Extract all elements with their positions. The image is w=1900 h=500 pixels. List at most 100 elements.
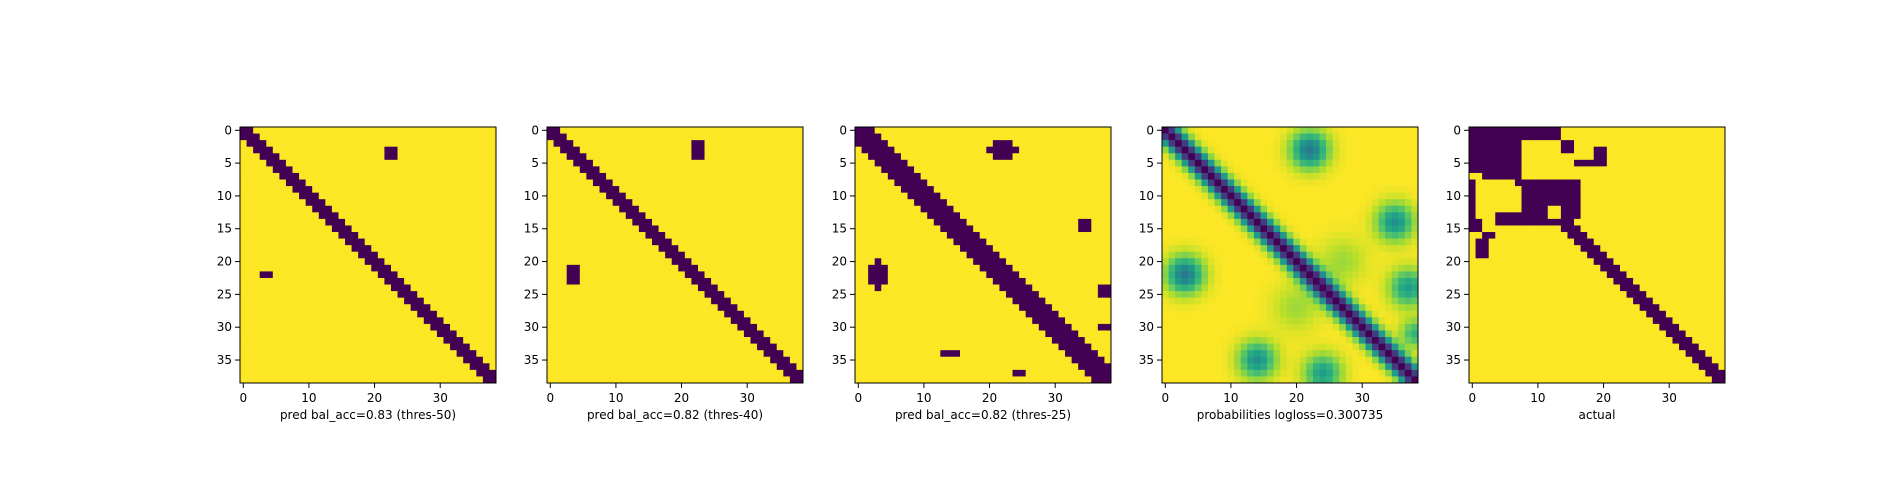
heatmap-cell <box>776 291 784 299</box>
heatmap-cell <box>684 133 692 141</box>
heatmap-cell <box>566 330 574 338</box>
heatmap-cell <box>325 363 333 371</box>
heatmap-cell <box>476 232 484 239</box>
heatmap-cell <box>285 153 293 161</box>
heatmap-cell <box>410 186 418 193</box>
heatmap-cell <box>351 330 359 338</box>
heatmap-cell <box>691 343 699 351</box>
heatmap-cell <box>331 337 339 344</box>
heatmap-cell <box>1253 166 1261 174</box>
heatmap-cell <box>711 363 719 371</box>
heatmap-cell <box>476 277 484 285</box>
heatmap-cell <box>887 251 895 259</box>
heatmap-cell <box>1065 186 1072 193</box>
heatmap-cell <box>999 291 1007 299</box>
heatmap-cell <box>619 323 627 331</box>
heatmap-cell <box>279 277 287 285</box>
heatmap-cell <box>691 172 699 180</box>
heatmap-cell <box>900 192 908 200</box>
heatmap-cell <box>619 277 627 285</box>
heatmap-cell <box>1045 317 1053 325</box>
heatmap-cell <box>776 179 784 187</box>
heatmap-cell <box>1175 153 1183 161</box>
heatmap-cell <box>469 277 477 285</box>
heatmap-cell <box>1097 330 1105 338</box>
heatmap-cell <box>253 356 261 364</box>
heatmap-cell <box>717 343 725 351</box>
heatmap-cell <box>789 304 797 312</box>
heatmap-cell <box>272 297 280 305</box>
heatmap-cell <box>973 127 981 134</box>
heatmap-cell <box>240 323 247 331</box>
heatmap-cell <box>953 238 961 246</box>
heatmap-cell <box>436 172 444 180</box>
heatmap-cell <box>338 258 346 266</box>
heatmap-cell <box>743 284 751 292</box>
heatmap-cell <box>579 179 587 187</box>
heatmap-cell <box>861 264 869 272</box>
heatmap-cell <box>953 310 961 318</box>
y-tick-label: 25 <box>832 287 847 301</box>
heatmap-cell <box>573 179 581 187</box>
heatmap-cell <box>266 284 274 292</box>
heatmap-cell <box>1058 297 1066 305</box>
heatmap-cell <box>658 218 666 226</box>
heatmap-cell <box>992 323 1000 331</box>
heatmap-cell <box>1253 133 1261 141</box>
heatmap-cell <box>279 251 287 259</box>
heatmap-cell <box>1097 205 1105 213</box>
heatmap-cell <box>566 133 574 141</box>
heatmap-cell <box>482 186 490 193</box>
heatmap-cell <box>1005 356 1013 364</box>
heatmap-cell <box>861 350 869 358</box>
heatmap-cell <box>940 317 948 325</box>
heatmap-cell <box>1097 363 1105 371</box>
heatmap-cell <box>730 330 738 338</box>
heatmap-cell <box>423 291 431 299</box>
heatmap-cell <box>1372 153 1379 161</box>
heatmap-cell <box>796 337 804 344</box>
heatmap-cell <box>371 291 379 299</box>
heatmap-cell <box>410 199 418 207</box>
heatmap-cell <box>338 297 346 305</box>
heatmap-cell <box>547 127 554 134</box>
heatmap-cell <box>946 271 954 279</box>
heatmap-cell <box>489 291 497 299</box>
heatmap-cell <box>423 310 431 318</box>
heatmap-cell <box>979 192 987 200</box>
heatmap-cell <box>1339 166 1347 174</box>
heatmap-cell <box>960 251 967 259</box>
heatmap-cell <box>1078 258 1086 266</box>
heatmap-cell <box>658 376 666 384</box>
heatmap-cell <box>266 291 274 299</box>
heatmap-cell <box>266 245 274 253</box>
heatmap-cell <box>331 291 339 299</box>
heatmap-cell <box>632 323 640 331</box>
heatmap-cell <box>783 271 791 279</box>
heatmap-cell <box>1104 146 1112 154</box>
heatmap-cell <box>724 376 732 384</box>
heatmap-cell <box>1175 159 1183 167</box>
heatmap-cell <box>560 225 568 233</box>
heatmap-cell <box>463 304 471 312</box>
heatmap-cell <box>566 343 574 351</box>
heatmap-cell <box>305 264 313 272</box>
heatmap-cell <box>612 153 620 161</box>
heatmap-cell <box>973 284 981 292</box>
heatmap-cell <box>1286 172 1294 180</box>
heatmap-cell <box>671 133 679 141</box>
heatmap-cell <box>384 172 392 180</box>
heatmap-cell <box>986 140 994 148</box>
heatmap-cell <box>345 127 352 134</box>
heatmap-cell <box>305 291 313 299</box>
heatmap-cell <box>940 363 948 371</box>
heatmap-cell <box>476 186 484 193</box>
heatmap-cell <box>299 218 306 226</box>
heatmap-cell <box>489 356 497 364</box>
heatmap-cell <box>1025 153 1033 161</box>
heatmap-cell <box>914 264 921 272</box>
heatmap-cell <box>456 297 464 305</box>
heatmap-cell <box>417 232 425 239</box>
heatmap-cell <box>331 304 339 312</box>
heatmap-cell <box>1181 166 1189 174</box>
